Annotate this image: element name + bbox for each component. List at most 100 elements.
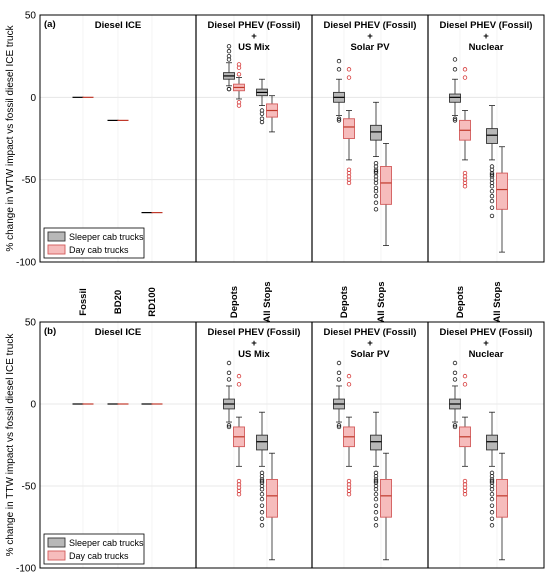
outlier-point bbox=[373, 207, 379, 212]
outlier-point bbox=[336, 360, 342, 366]
box-iqr bbox=[370, 434, 382, 451]
box-sleeper-8 bbox=[486, 411, 498, 528]
outlier-point bbox=[462, 382, 468, 387]
plot-frame bbox=[39, 321, 545, 569]
outlier-point bbox=[259, 478, 265, 484]
outlier-point bbox=[259, 503, 265, 508]
y-tick-label: 0 bbox=[30, 93, 36, 104]
outlier-point bbox=[346, 373, 352, 379]
box-sleeper-5 bbox=[333, 360, 345, 430]
box-day-6 bbox=[380, 143, 392, 246]
outlier-point bbox=[489, 193, 495, 199]
plot-frame bbox=[39, 14, 545, 263]
outlier-point bbox=[336, 58, 342, 64]
legend-swatch bbox=[47, 550, 66, 561]
outlier-point bbox=[489, 213, 495, 219]
section-title: Diesel ICE bbox=[95, 327, 141, 338]
outlier-point bbox=[452, 370, 458, 376]
y-tick-label: -100 bbox=[16, 564, 36, 575]
outlier-point bbox=[462, 184, 468, 189]
outlier-point bbox=[226, 424, 232, 430]
outlier-point bbox=[489, 516, 495, 521]
y-axis-label: % change in WTW impact vs fossil diesel … bbox=[5, 24, 16, 251]
outlier-point bbox=[452, 116, 458, 121]
outlier-point bbox=[452, 424, 458, 430]
section-title: Nuclear bbox=[469, 349, 504, 360]
outlier-point bbox=[346, 492, 352, 497]
legend-swatch bbox=[47, 231, 66, 242]
section-title: + bbox=[483, 31, 489, 42]
outlier-point bbox=[373, 188, 379, 194]
section-title: + bbox=[483, 338, 489, 349]
outlier-point bbox=[373, 510, 379, 515]
section-title: Diesel ICE bbox=[95, 20, 141, 31]
outlier-point bbox=[462, 75, 468, 80]
category-label: Depots bbox=[339, 286, 350, 318]
section-title: US Mix bbox=[238, 42, 270, 53]
box-sleeper-3 bbox=[223, 44, 235, 92]
outlier-point bbox=[373, 503, 379, 508]
outlier-point bbox=[236, 373, 242, 379]
outlier-point bbox=[336, 118, 342, 123]
outlier-point bbox=[452, 360, 458, 366]
outlier-point bbox=[373, 496, 379, 502]
box-day-6 bbox=[380, 452, 392, 561]
y-tick-label: 0 bbox=[30, 400, 36, 411]
outlier-point bbox=[336, 377, 342, 382]
category-label: All Stops bbox=[262, 281, 273, 322]
box-day-3 bbox=[233, 373, 245, 497]
outlier-point bbox=[373, 478, 379, 484]
outlier-point bbox=[489, 503, 495, 508]
y-axis-label: % change in TTW impact vs fossil diesel … bbox=[5, 333, 16, 557]
section-title: Diesel PHEV (Fossil) bbox=[324, 20, 417, 31]
box-day-8 bbox=[496, 146, 508, 253]
y-tick-label: 50 bbox=[25, 318, 37, 329]
legend-label: Day cab trucks bbox=[69, 551, 129, 561]
category-label: Depots bbox=[229, 286, 240, 318]
box-day-5 bbox=[343, 67, 355, 186]
legend: Sleeper cab trucks Day cab trucks bbox=[43, 227, 145, 259]
outlier-point bbox=[462, 373, 468, 379]
outlier-point bbox=[489, 496, 495, 502]
box-iqr bbox=[449, 93, 461, 103]
legend-swatch bbox=[47, 537, 66, 548]
box-day-3 bbox=[233, 62, 245, 108]
outlier-point bbox=[236, 103, 242, 108]
box-day-7 bbox=[459, 373, 471, 497]
outlier-point bbox=[373, 487, 379, 492]
outlier-point bbox=[236, 492, 242, 497]
box-sleeper-5 bbox=[333, 58, 345, 123]
section-title: Solar PV bbox=[350, 349, 390, 360]
category-label: All Stops bbox=[376, 281, 387, 322]
box-day-4 bbox=[266, 95, 278, 133]
outlier-point bbox=[259, 510, 265, 515]
outlier-point bbox=[373, 193, 379, 199]
section-title: Diesel PHEV (Fossil) bbox=[208, 327, 301, 338]
outlier-point bbox=[346, 67, 352, 72]
section-title: + bbox=[367, 31, 373, 42]
section-title: US Mix bbox=[238, 349, 270, 360]
box-day-7 bbox=[459, 67, 471, 189]
outlier-point bbox=[336, 424, 342, 430]
section-title: + bbox=[251, 338, 257, 349]
outlier-point bbox=[452, 67, 458, 72]
legend-label: Sleeper cab trucks bbox=[69, 538, 144, 548]
y-tick-label: -100 bbox=[16, 258, 36, 269]
outlier-point bbox=[226, 49, 232, 54]
outlier-point bbox=[489, 172, 495, 177]
box-sleeper-4 bbox=[256, 78, 268, 125]
box-iqr bbox=[343, 118, 355, 139]
outlier-point bbox=[373, 200, 379, 205]
outlier-point bbox=[346, 75, 352, 80]
category-label: All Stops bbox=[492, 281, 503, 322]
outlier-point bbox=[489, 198, 495, 204]
outlier-point bbox=[346, 180, 352, 186]
box-sleeper-8 bbox=[486, 105, 498, 219]
outlier-point bbox=[259, 119, 265, 125]
outlier-point bbox=[236, 62, 242, 67]
outlier-point bbox=[452, 57, 458, 62]
outlier-point bbox=[259, 523, 265, 528]
outlier-point bbox=[489, 184, 495, 189]
outlier-point bbox=[336, 116, 342, 121]
